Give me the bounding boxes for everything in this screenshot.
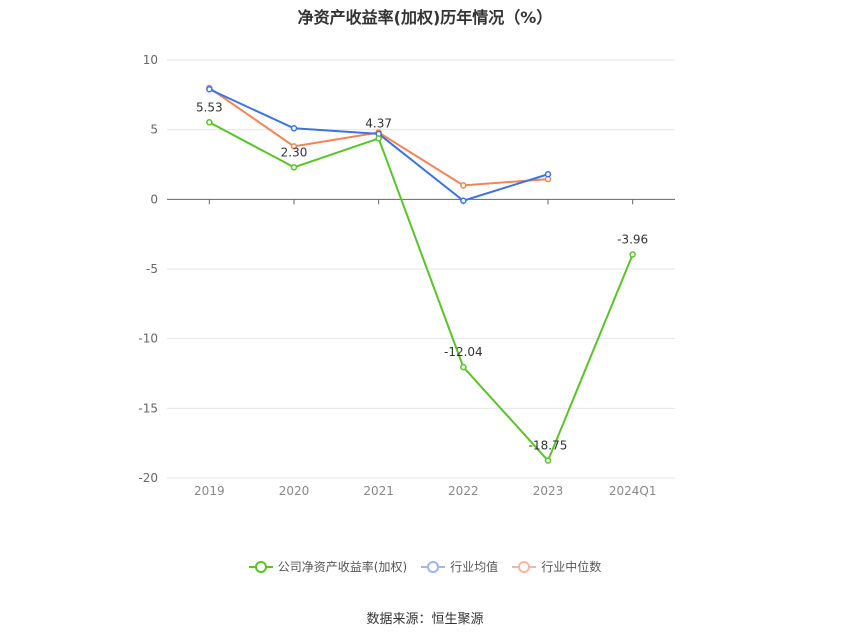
data-point (629, 251, 636, 258)
y-tick-label: 10 (143, 53, 158, 67)
data-point (460, 182, 467, 189)
legend-item-company-roe[interactable]: 公司净资产收益率(加权) (248, 558, 408, 575)
x-tick-label: 2024Q1 (609, 484, 657, 498)
y-tick-label: 0 (150, 192, 158, 206)
x-tick-label: 2020 (279, 484, 310, 498)
data-source: 数据来源：恒生聚源 (366, 612, 484, 627)
y-tick-label: 5 (150, 123, 158, 137)
data-point (460, 197, 467, 204)
series-line (208, 121, 634, 462)
data-label: 5.53 (196, 100, 223, 114)
y-tick-label: -5 (146, 262, 158, 276)
legend-marker-industry-mean (421, 560, 446, 573)
y-tick-label: -20 (138, 471, 158, 485)
data-point (544, 457, 552, 464)
legend-item-industry-mean[interactable]: 行业均值 (421, 558, 498, 575)
x-tick-label: 2022 (448, 484, 479, 498)
data-point (206, 119, 213, 126)
data-label: -12.04 (444, 345, 483, 359)
y-tick-label: -10 (138, 332, 158, 346)
data-point (460, 363, 467, 371)
legend-label-industry-mean: 行业均值 (450, 560, 499, 574)
series-line (208, 88, 549, 202)
data-label: -3.96 (617, 233, 648, 247)
x-tick-label: 2021 (363, 484, 394, 498)
legend-label-industry-median: 行业中位数 (541, 560, 602, 574)
data-label: -18.75 (529, 439, 568, 453)
legend-item-industry-median[interactable]: 行业中位数 (512, 558, 601, 575)
legend: 公司净资产收益率(加权) 行业均值 行业中位数 (0, 558, 850, 575)
data-point (290, 125, 298, 132)
data-point (544, 171, 552, 178)
data-point (375, 135, 382, 142)
x-tick-label: 2023 (533, 484, 564, 498)
chart-title: 净资产收益率(加权)历年情况（%） (297, 8, 553, 27)
data-label: 4.37 (365, 116, 392, 130)
legend-marker-company-roe (248, 560, 273, 573)
x-tick-label: 2019 (194, 484, 225, 498)
data-point (290, 164, 298, 171)
legend-label-company-roe: 公司净资产收益率(加权) (277, 560, 408, 574)
data-point (290, 143, 298, 150)
legend-marker-industry-median (512, 560, 537, 573)
data-point (206, 86, 213, 93)
y-tick-label: -15 (138, 401, 158, 415)
data-label: 2.30 (281, 145, 308, 159)
